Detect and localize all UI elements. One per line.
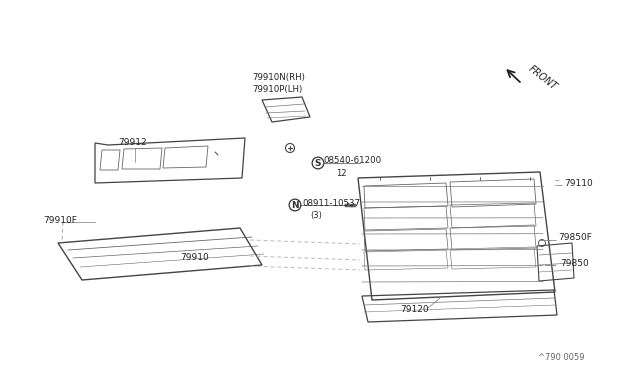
Text: 79910F: 79910F [43, 215, 77, 224]
Text: 08911-10537: 08911-10537 [302, 199, 360, 208]
Text: 79850: 79850 [560, 259, 589, 267]
Text: ^790 0059: ^790 0059 [538, 353, 584, 362]
Text: 79910: 79910 [180, 253, 209, 263]
Text: 79910P(LH): 79910P(LH) [252, 84, 302, 93]
Text: 79910N(RH): 79910N(RH) [252, 73, 305, 81]
Text: 08540-61200: 08540-61200 [323, 155, 381, 164]
Text: FRONT: FRONT [527, 64, 559, 92]
Text: 79912: 79912 [118, 138, 147, 147]
Text: (3): (3) [310, 211, 322, 219]
Text: 79850F: 79850F [558, 232, 592, 241]
Text: N: N [291, 201, 299, 209]
Text: 12: 12 [336, 169, 346, 177]
Text: S: S [315, 158, 321, 167]
Text: 79110: 79110 [564, 179, 593, 187]
Text: 79120: 79120 [401, 305, 429, 314]
